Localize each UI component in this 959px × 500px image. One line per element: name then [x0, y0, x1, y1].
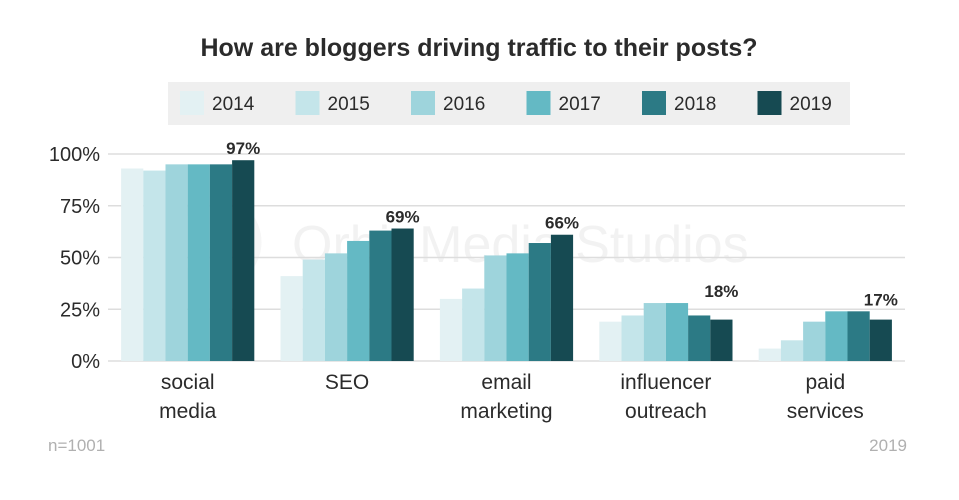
y-tick-label: 50% [60, 248, 100, 270]
data-label: 97% [226, 139, 260, 158]
x-tick-label: social media [159, 371, 217, 423]
x-tick-label: SEO [325, 371, 369, 394]
x-tick-label-line: outreach [625, 400, 707, 423]
bar-2017 [506, 253, 529, 361]
legend-swatch-2016 [411, 91, 435, 115]
y-tick-label: 100% [49, 144, 100, 166]
bar-2014 [599, 321, 622, 361]
watermark: Orbit Media Studios [168, 195, 749, 289]
x-tick-label-line: influencer [620, 371, 711, 394]
legend-swatch-2017 [526, 91, 551, 115]
bar-2016 [165, 164, 188, 361]
y-tick-label: 0% [71, 351, 100, 373]
bar-2017 [347, 240, 370, 361]
legend-label: 2015 [328, 94, 370, 115]
x-axis: social media SEO email marketing influencer ou… [159, 371, 864, 423]
legend-label: 2014 [212, 94, 255, 115]
chart-title: How are bloggers driving traffic to thei… [200, 34, 757, 62]
x-tick-label: email marketing [460, 371, 552, 423]
legend-label: 2016 [443, 94, 485, 115]
bar-2019 [550, 234, 574, 361]
legend-label: 2019 [790, 94, 832, 115]
y-tick-label: 25% [60, 299, 100, 321]
bar-2014 [758, 348, 781, 361]
bar-2014 [280, 276, 303, 361]
x-tick-label-line: SEO [325, 371, 369, 394]
bar-2015 [143, 170, 166, 361]
x-tick-label-line: services [787, 400, 864, 423]
y-tick-label: 75% [60, 196, 100, 218]
x-tick-label-line: email [481, 371, 531, 394]
bar-2018 [688, 315, 711, 361]
bar-2017 [825, 311, 848, 361]
bar-2015 [621, 315, 644, 361]
legend-label: 2017 [559, 94, 601, 115]
legend-swatch-2019 [757, 91, 782, 115]
sample-size-note: n=1001 [48, 436, 105, 455]
data-label: 17% [864, 290, 898, 309]
x-tick-label-line: social [161, 371, 215, 394]
bar-2016 [803, 321, 826, 361]
bar-2017 [187, 164, 210, 361]
legend-label: 2018 [674, 94, 716, 115]
bar-2019 [391, 228, 414, 361]
legend: 2014 2015 2016 2017 2018 2019 [180, 91, 832, 115]
x-tick-label-line: marketing [460, 400, 552, 423]
data-label: 69% [386, 208, 420, 227]
bar-2019 [232, 160, 255, 361]
x-tick-label-line: media [159, 400, 217, 423]
bar-2018 [209, 164, 233, 361]
bar-2014 [439, 298, 463, 361]
bar-2019 [710, 319, 733, 361]
bar-2015 [462, 288, 485, 361]
bar-2015 [302, 259, 325, 361]
bar-2019 [869, 319, 892, 361]
legend-swatch-2015 [295, 91, 320, 115]
bar-2018 [847, 311, 870, 361]
x-tick-label: paid services [787, 371, 864, 423]
legend-swatch-2018 [642, 91, 666, 115]
x-tick-label: influencer outreach [620, 371, 711, 423]
data-label: 66% [545, 214, 579, 233]
bar-2016 [484, 255, 507, 361]
bar-2017 [665, 303, 689, 361]
bars [121, 160, 892, 361]
y-axis: 0% 25% 50% 75% 100% [49, 144, 100, 373]
bar-2014 [121, 168, 144, 361]
bar-2018 [369, 230, 392, 361]
bar-2016 [324, 253, 348, 361]
x-tick-label-line: paid [805, 371, 845, 394]
data-labels: 97% 69% 66% 18% 17% [226, 139, 898, 309]
legend-background [168, 82, 850, 125]
bar-2016 [643, 303, 666, 361]
bar-2015 [780, 340, 804, 361]
data-label: 18% [704, 282, 738, 301]
legend-swatch-2014 [180, 91, 204, 115]
footer-year: 2019 [869, 436, 907, 455]
bar-2018 [528, 243, 551, 361]
